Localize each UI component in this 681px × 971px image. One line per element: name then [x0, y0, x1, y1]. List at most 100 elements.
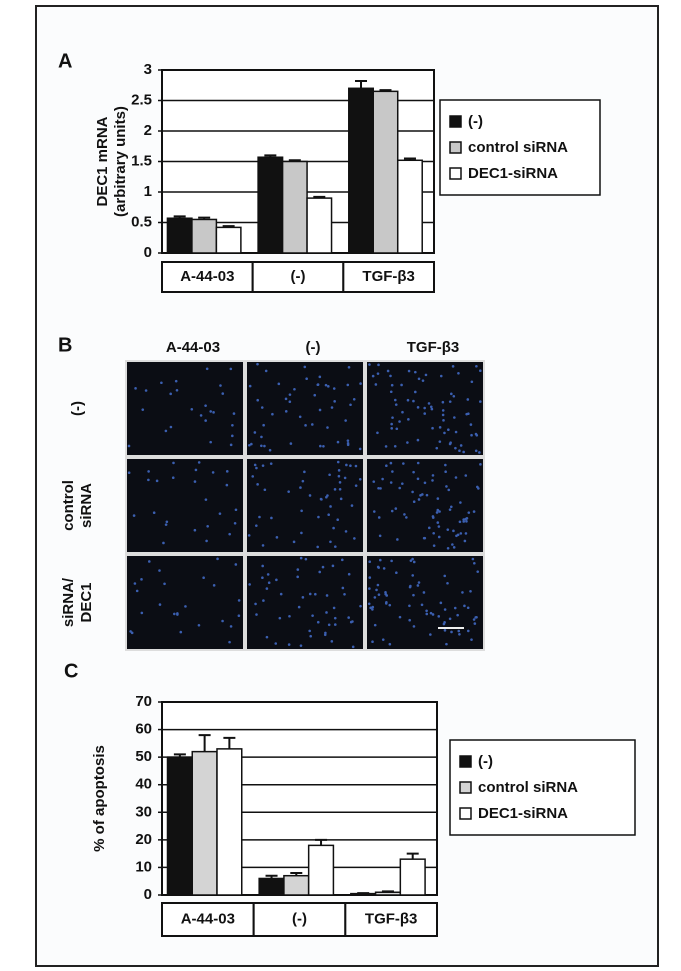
micrograph	[126, 555, 244, 650]
cell-nucleus	[396, 538, 399, 541]
cell-nucleus	[226, 484, 229, 487]
row-label: DEC1	[78, 582, 95, 622]
cell-nucleus	[313, 394, 316, 397]
cell-nucleus	[158, 569, 161, 572]
cell-nucleus	[359, 448, 362, 451]
cell-nucleus	[351, 504, 354, 507]
cell-nucleus	[475, 616, 478, 619]
x-tick-label: A-44-03	[181, 910, 235, 927]
bar	[259, 878, 284, 895]
cell-nucleus	[439, 440, 442, 443]
cell-nucleus	[381, 478, 384, 481]
bar	[283, 162, 307, 254]
column-label: TGF-β3	[407, 339, 460, 356]
cell-nucleus	[209, 441, 212, 444]
cell-nucleus	[470, 434, 473, 437]
legend-label: (-)	[468, 113, 483, 130]
cell-nucleus	[319, 445, 322, 448]
cell-nucleus	[417, 462, 420, 465]
cell-nucleus	[458, 633, 461, 636]
cell-nucleus	[204, 404, 207, 407]
cell-nucleus	[300, 557, 303, 560]
cell-nucleus	[319, 409, 322, 412]
cell-nucleus	[479, 400, 482, 403]
row-label: siRNA	[78, 483, 95, 528]
cell-nucleus	[446, 528, 449, 531]
y-tick-label: 0.5	[131, 213, 152, 230]
cell-nucleus	[334, 488, 337, 491]
cell-nucleus	[446, 582, 449, 585]
cell-nucleus	[233, 412, 236, 415]
bar	[309, 845, 334, 895]
cell-nucleus	[398, 420, 401, 423]
cell-nucleus	[412, 400, 415, 403]
cell-nucleus	[268, 581, 271, 584]
cell-nucleus	[322, 445, 325, 448]
cell-nucleus	[413, 500, 416, 503]
cell-nucleus	[440, 375, 443, 378]
cell-nucleus	[256, 363, 259, 366]
cell-nucleus	[444, 470, 447, 473]
cell-nucleus	[289, 400, 292, 403]
cell-nucleus	[332, 565, 335, 568]
cell-nucleus	[432, 474, 435, 477]
bar	[400, 859, 425, 895]
cell-nucleus	[423, 537, 426, 540]
cell-nucleus	[417, 477, 420, 480]
cell-nucleus	[445, 485, 448, 488]
cell-nucleus	[422, 379, 425, 382]
cell-nucleus	[438, 536, 441, 539]
micrograph	[126, 361, 244, 456]
cell-nucleus	[173, 613, 176, 616]
cell-nucleus	[375, 589, 378, 592]
bar	[284, 876, 309, 895]
cell-nucleus	[395, 403, 398, 406]
cell-nucleus	[134, 387, 137, 390]
cell-nucleus	[326, 426, 329, 429]
cell-nucleus	[319, 376, 322, 379]
cell-nucleus	[359, 605, 362, 608]
cell-nucleus	[437, 497, 440, 500]
cell-nucleus	[145, 389, 148, 392]
legend-label: DEC1-siRNA	[478, 805, 568, 822]
cell-nucleus	[413, 561, 416, 564]
bar	[192, 752, 217, 895]
cell-nucleus	[184, 605, 187, 608]
cell-nucleus	[465, 520, 468, 523]
cell-nucleus	[440, 602, 443, 605]
cell-nucleus	[160, 381, 163, 384]
cell-nucleus	[345, 464, 348, 467]
legend-label: DEC1-siRNA	[468, 165, 558, 182]
cell-nucleus	[359, 478, 362, 481]
cell-nucleus	[254, 603, 257, 606]
cell-nucleus	[430, 612, 433, 615]
y-tick-label: 10	[135, 858, 152, 875]
cell-nucleus	[442, 419, 445, 422]
cell-nucleus	[316, 546, 319, 549]
cell-nucleus	[231, 424, 234, 427]
cell-nucleus	[261, 406, 264, 409]
cell-nucleus	[368, 363, 371, 366]
cell-nucleus	[377, 487, 380, 490]
cell-nucleus	[266, 587, 269, 590]
cell-nucleus	[455, 534, 458, 537]
cell-nucleus	[230, 368, 233, 371]
cell-nucleus	[267, 573, 270, 576]
cell-nucleus	[432, 532, 435, 535]
cell-nucleus	[338, 469, 341, 472]
cell-nucleus	[464, 540, 467, 543]
cell-nucleus	[261, 576, 264, 579]
cell-nucleus	[339, 488, 342, 491]
cell-nucleus	[147, 470, 150, 473]
cell-nucleus	[324, 633, 327, 636]
cell-nucleus	[221, 392, 224, 395]
cell-nucleus	[373, 510, 376, 513]
cell-nucleus	[394, 399, 397, 402]
legend-swatch	[460, 808, 471, 819]
cell-nucleus	[371, 640, 374, 643]
bar	[373, 91, 397, 253]
cell-nucleus	[343, 593, 346, 596]
cell-nucleus	[235, 508, 238, 511]
cell-nucleus	[456, 614, 459, 617]
cell-nucleus	[304, 424, 307, 427]
